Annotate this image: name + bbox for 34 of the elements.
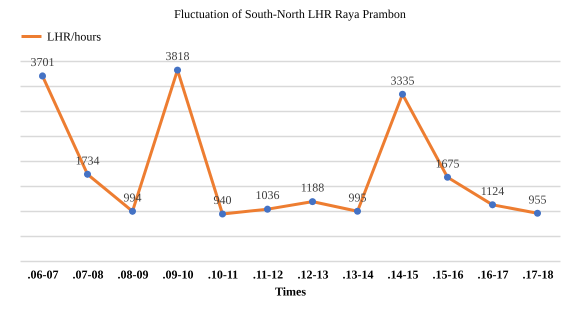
data-label: 955 (528, 192, 546, 206)
point (308, 198, 316, 206)
x-tick-label: .10-11 (208, 268, 238, 282)
point (84, 170, 92, 178)
x-tick-label: .14-15 (388, 268, 418, 282)
data-label: 3701 (30, 54, 54, 69)
data-label: 3335 (390, 73, 414, 88)
data-label: 1188 (300, 180, 324, 195)
x-tick-label: .06-07 (28, 268, 58, 282)
data-label: 1124 (480, 184, 504, 198)
data-label: 3818 (166, 49, 190, 64)
point (534, 210, 542, 217)
x-tick-label: .15-16 (432, 268, 464, 282)
x-tick-label: .12-13 (298, 268, 328, 282)
point (128, 208, 136, 215)
x-tick-label: .11-12 (252, 268, 284, 282)
x-tick-label: .09-10 (162, 268, 194, 282)
x-tick-label: .13-14 (342, 268, 374, 282)
point (264, 206, 272, 213)
x-tick-label: .07-08 (72, 268, 104, 282)
point (398, 90, 406, 98)
legend-label: LHR/hours (47, 30, 102, 44)
x-tick-label: .08-09 (118, 268, 148, 282)
point (174, 66, 182, 74)
x-tick-label: .16-17 (478, 268, 508, 282)
data-label: 1036 (256, 188, 280, 202)
x-tick-label: .17-18 (522, 268, 554, 282)
point (354, 208, 362, 215)
x-axis-title: Times (274, 284, 306, 298)
chart-title: Fluctuation of South-North LHR Raya Prambon (174, 7, 406, 21)
point (488, 201, 496, 208)
point (38, 72, 46, 80)
point (218, 210, 226, 218)
point (444, 174, 452, 181)
